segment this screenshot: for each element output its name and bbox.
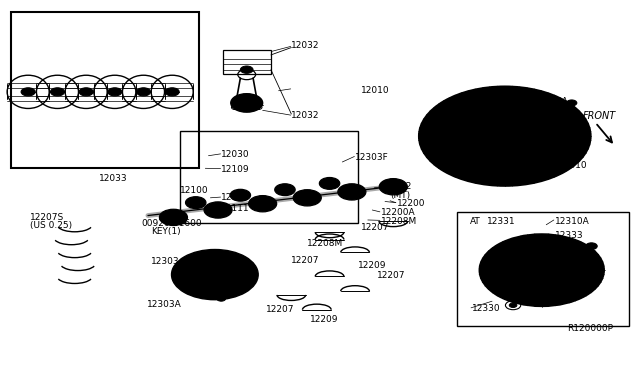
Circle shape [51, 88, 65, 96]
Text: FRONT: FRONT [582, 111, 616, 121]
Text: 12207: 12207 [378, 271, 406, 280]
Text: 12033: 12033 [99, 174, 127, 183]
Text: AT: AT [470, 217, 481, 225]
Circle shape [344, 187, 360, 196]
Text: 12303: 12303 [151, 257, 180, 266]
Text: 12310A: 12310A [534, 97, 568, 106]
Text: 32202: 32202 [384, 182, 412, 191]
Text: 12207: 12207 [362, 223, 390, 232]
Circle shape [238, 98, 255, 108]
Text: 12310A: 12310A [554, 217, 589, 225]
Text: 12030: 12030 [221, 150, 250, 159]
Circle shape [255, 199, 270, 208]
Circle shape [489, 127, 521, 145]
Text: 12207: 12207 [266, 305, 294, 314]
Circle shape [166, 213, 181, 222]
Circle shape [529, 263, 554, 278]
Circle shape [21, 88, 35, 96]
Circle shape [275, 184, 295, 196]
Circle shape [479, 234, 604, 307]
Text: 12032: 12032 [291, 41, 320, 50]
Circle shape [211, 206, 226, 214]
Circle shape [509, 303, 517, 308]
Text: 12209: 12209 [358, 261, 387, 270]
Text: 12109: 12109 [221, 165, 250, 174]
Circle shape [159, 209, 188, 225]
Text: 12209: 12209 [310, 315, 339, 324]
Bar [11, 13, 199, 167]
Circle shape [241, 66, 253, 73]
Text: 12333: 12333 [554, 231, 583, 240]
Circle shape [248, 196, 276, 212]
Circle shape [338, 184, 366, 200]
Text: 12207: 12207 [291, 256, 320, 265]
Circle shape [319, 177, 340, 189]
Circle shape [79, 88, 93, 96]
Circle shape [165, 88, 179, 96]
Circle shape [380, 179, 407, 195]
Text: KEY(1): KEY(1) [151, 227, 180, 235]
Text: (MT): (MT) [390, 191, 410, 200]
Circle shape [108, 88, 122, 96]
Text: 12208M: 12208M [381, 217, 417, 225]
Text: 12032: 12032 [291, 111, 320, 121]
Text: 12303F: 12303F [355, 153, 388, 162]
Text: 12331: 12331 [487, 217, 516, 225]
Text: 12111: 12111 [221, 193, 250, 202]
Text: 13021: 13021 [202, 282, 231, 291]
Text: 12207S: 12207S [30, 213, 64, 222]
Bar [457, 212, 629, 326]
Circle shape [386, 182, 401, 191]
Circle shape [204, 202, 232, 218]
Text: 12303A: 12303A [147, 300, 181, 310]
Text: (US 0.25): (US 0.25) [30, 221, 72, 230]
Circle shape [293, 190, 321, 206]
Text: 12100: 12100 [180, 186, 209, 195]
Circle shape [136, 88, 150, 96]
Text: 12200A: 12200A [381, 208, 415, 217]
Circle shape [300, 193, 315, 202]
Text: 12208M: 12208M [307, 239, 344, 248]
Circle shape [586, 243, 597, 250]
Text: 12111: 12111 [221, 204, 250, 214]
Text: R120000P: R120000P [567, 324, 613, 333]
Circle shape [186, 197, 206, 209]
Text: 12200: 12200 [396, 199, 425, 208]
Bar [223, 51, 271, 74]
Circle shape [205, 269, 225, 280]
Text: 12330: 12330 [472, 304, 500, 313]
Circle shape [566, 100, 577, 106]
Circle shape [172, 250, 258, 300]
Circle shape [231, 94, 262, 112]
Circle shape [230, 189, 250, 201]
Text: 12310: 12310 [559, 161, 588, 170]
Text: 12010: 12010 [362, 86, 390, 94]
Circle shape [217, 296, 226, 301]
Text: 00926-51600: 00926-51600 [141, 219, 202, 228]
Circle shape [195, 263, 236, 286]
Circle shape [419, 86, 591, 186]
Bar [180, 131, 358, 223]
